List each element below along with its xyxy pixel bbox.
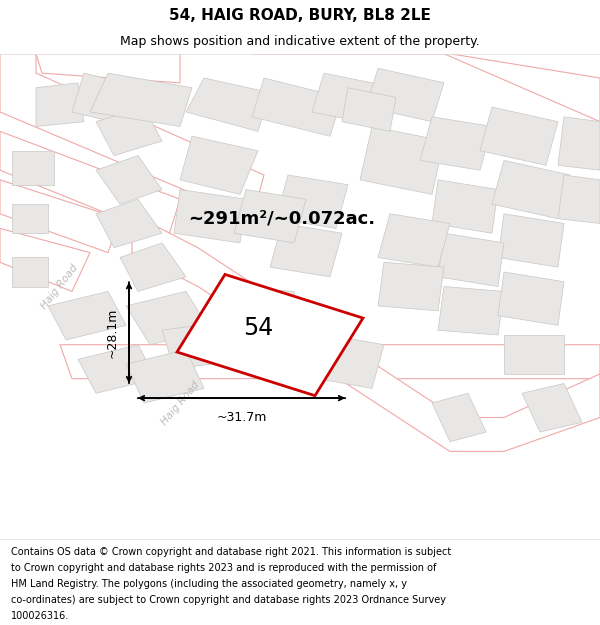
- Polygon shape: [498, 272, 564, 326]
- Polygon shape: [558, 117, 600, 170]
- Polygon shape: [252, 54, 600, 122]
- Polygon shape: [432, 393, 486, 442]
- Polygon shape: [132, 214, 600, 451]
- Polygon shape: [318, 335, 384, 388]
- Polygon shape: [270, 224, 342, 277]
- Text: Contains OS data © Crown copyright and database right 2021. This information is : Contains OS data © Crown copyright and d…: [11, 548, 451, 558]
- Text: Haig Road: Haig Road: [159, 379, 201, 427]
- Polygon shape: [252, 78, 342, 136]
- Text: ~291m²/~0.072ac.: ~291m²/~0.072ac.: [188, 209, 376, 227]
- Polygon shape: [36, 54, 180, 83]
- Polygon shape: [438, 233, 504, 286]
- Polygon shape: [78, 345, 156, 393]
- Polygon shape: [558, 175, 600, 224]
- Polygon shape: [504, 335, 564, 374]
- Text: to Crown copyright and database rights 2023 and is reproduced with the permissio: to Crown copyright and database rights 2…: [11, 563, 436, 573]
- Text: HM Land Registry. The polygons (including the associated geometry, namely x, y: HM Land Registry. The polygons (includin…: [11, 579, 407, 589]
- Polygon shape: [0, 54, 264, 219]
- Polygon shape: [96, 107, 162, 156]
- Polygon shape: [174, 189, 246, 243]
- Polygon shape: [366, 68, 444, 122]
- Polygon shape: [12, 204, 48, 233]
- Polygon shape: [480, 107, 558, 165]
- Polygon shape: [177, 274, 363, 396]
- Polygon shape: [162, 321, 246, 369]
- Polygon shape: [12, 151, 54, 185]
- Polygon shape: [216, 286, 300, 330]
- Polygon shape: [378, 214, 450, 267]
- Polygon shape: [498, 214, 564, 267]
- Polygon shape: [180, 136, 258, 194]
- Polygon shape: [72, 73, 144, 126]
- Polygon shape: [342, 88, 396, 131]
- Polygon shape: [492, 161, 570, 219]
- Polygon shape: [126, 291, 210, 345]
- Polygon shape: [36, 83, 84, 126]
- Polygon shape: [0, 180, 120, 253]
- Polygon shape: [432, 180, 498, 233]
- Polygon shape: [186, 78, 270, 131]
- Text: ~28.1m: ~28.1m: [106, 308, 119, 358]
- Polygon shape: [96, 156, 162, 204]
- Polygon shape: [312, 73, 396, 126]
- Polygon shape: [360, 126, 444, 194]
- Polygon shape: [48, 291, 126, 340]
- Text: co-ordinates) are subject to Crown copyright and database rights 2023 Ordnance S: co-ordinates) are subject to Crown copyr…: [11, 595, 446, 605]
- Polygon shape: [120, 243, 186, 291]
- Polygon shape: [258, 335, 330, 384]
- Polygon shape: [96, 199, 162, 248]
- Text: 54, HAIG ROAD, BURY, BL8 2LE: 54, HAIG ROAD, BURY, BL8 2LE: [169, 8, 431, 22]
- Polygon shape: [126, 349, 204, 403]
- Polygon shape: [234, 189, 306, 243]
- Polygon shape: [438, 286, 504, 335]
- Polygon shape: [276, 175, 348, 228]
- Polygon shape: [378, 262, 444, 311]
- Polygon shape: [0, 228, 90, 291]
- Text: Haig Road: Haig Road: [40, 262, 80, 311]
- Polygon shape: [522, 384, 582, 432]
- Polygon shape: [90, 73, 192, 126]
- Text: 54: 54: [243, 316, 273, 340]
- Polygon shape: [60, 345, 600, 379]
- Polygon shape: [12, 258, 48, 286]
- Text: 100026316.: 100026316.: [11, 611, 69, 621]
- Polygon shape: [420, 117, 492, 170]
- Text: ~31.7m: ~31.7m: [217, 411, 266, 424]
- Text: Map shows position and indicative extent of the property.: Map shows position and indicative extent…: [120, 36, 480, 48]
- Polygon shape: [0, 131, 180, 238]
